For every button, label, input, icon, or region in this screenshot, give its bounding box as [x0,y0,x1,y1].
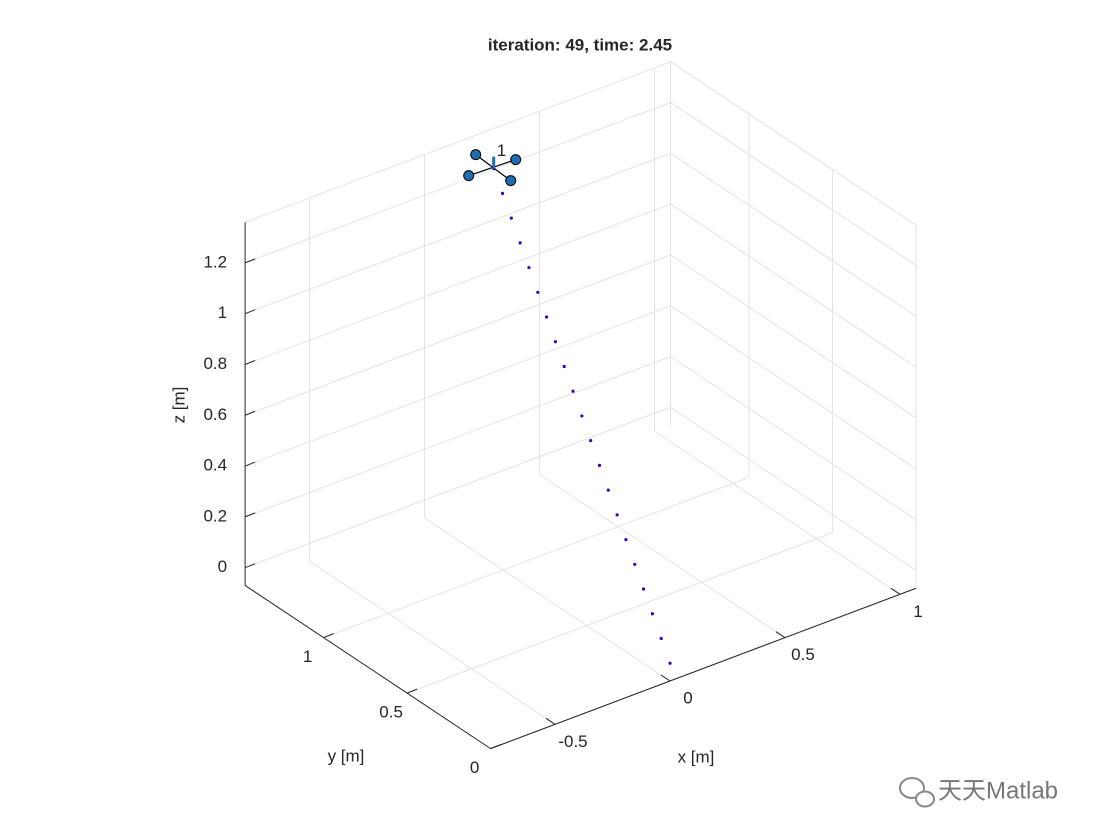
z-tick [244,461,256,467]
grid-line [244,356,671,518]
grid-line [670,254,917,419]
z-tick [244,360,256,365]
grid-border [670,61,917,226]
y-tick [323,633,334,639]
z-tick-label: 0 [218,557,227,576]
trajectory-point [615,513,619,517]
grid-line [539,474,786,639]
x-tick [890,587,901,595]
trajectory-point [624,537,628,542]
trajectory-point [668,661,672,665]
trajectory-point [641,587,646,591]
z-tick-label: 0.4 [203,456,227,475]
trajectory-point [589,439,593,443]
trajectory-point [527,265,531,270]
grid-line [654,430,901,595]
grid-line [670,305,917,470]
vehicle-label: 1 [497,141,506,160]
trajectory-point [606,488,610,492]
z-tick [244,258,256,264]
x-tick [545,717,556,725]
grid-line [670,203,917,368]
x-tick-label: 0.5 [791,645,815,664]
grid-line [670,356,917,521]
grid-line [244,406,671,569]
grid-line [406,532,833,694]
grid-line [670,102,917,267]
y-tick [406,688,418,694]
trajectory-point [518,241,522,245]
trajectory-point [597,463,602,467]
grid-line [323,476,750,639]
grid-line [244,102,671,264]
watermark: 天天Matlab [938,777,1058,804]
vehicle-rotor [505,175,517,187]
vehicle-rotor [470,149,482,161]
x-tick [660,674,671,682]
grid-line [244,152,671,315]
y-tick-label: 0.5 [379,703,403,722]
z-tick-label: 0.8 [203,354,227,373]
grid-line [670,406,917,571]
x-axis-label: x [m] [678,747,715,766]
trajectory-point [509,216,513,220]
z-tick-label: 1.2 [203,252,227,271]
trajectory-point [562,364,566,369]
trajectory-point [633,562,637,566]
y-tick-label: 1 [303,647,312,666]
y-axis-line [244,585,491,750]
trajectory-point [536,290,540,294]
trajectory-point [650,612,654,616]
grid-border [244,61,671,223]
y-tick [490,744,501,750]
trajectory-point [659,636,663,641]
z-tick [244,563,256,569]
trajectory-point [553,340,558,344]
trajectory-point [500,191,505,195]
grid-line [670,152,917,317]
x-tick-label: 0 [683,688,692,707]
grid-line [244,254,671,416]
vehicle-rotor [510,154,522,166]
z-tick-label: 0.6 [203,405,227,424]
trajectory-point [544,315,549,319]
grid-line [244,203,671,365]
x-tick-label: -0.5 [558,732,587,751]
trajectory-point [571,389,575,393]
x-tick-label: 1 [913,602,922,621]
z-tick [244,410,256,416]
chart-title: iteration: 49, time: 2.45 [488,35,672,54]
grid-line [244,305,671,467]
z-tick-label: 1 [218,303,227,322]
z-axis-label: z [m] [169,387,188,424]
grid-line [309,560,556,725]
z-tick [244,512,256,518]
y-tick-label: 0 [470,758,479,777]
x-axis-line [490,587,917,750]
trajectory-point [580,414,584,418]
z-tick-label: 0.2 [203,506,227,525]
grid-line [424,517,671,682]
watermark-icon [899,777,935,808]
vehicle-rotor [463,170,475,182]
y-axis-label: y [m] [328,746,365,765]
z-tick [244,309,256,315]
x-tick [775,631,786,639]
